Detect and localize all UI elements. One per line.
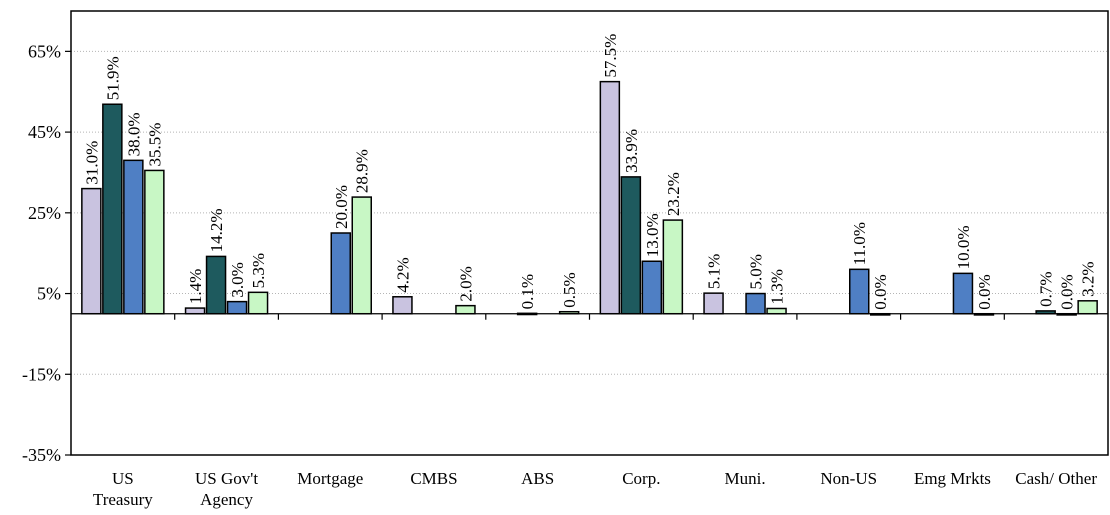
data-label: 4.2% xyxy=(393,257,412,292)
y-tick-label: 65% xyxy=(28,41,61,61)
y-tick-label: 5% xyxy=(37,284,61,304)
data-label: 35.5% xyxy=(145,123,164,167)
bar xyxy=(351,196,372,315)
y-axis: -35% -15% 5% 25% 45% 65% xyxy=(22,41,71,465)
bar xyxy=(599,80,621,315)
x-category-label: Emg Mrkts xyxy=(914,469,991,488)
bar xyxy=(184,307,206,315)
bars xyxy=(81,80,1098,316)
y-tick-label: 45% xyxy=(28,122,61,142)
data-label: 57.5% xyxy=(601,34,620,78)
bar xyxy=(226,300,248,315)
x-category-label: Cash/ Other xyxy=(1015,469,1097,488)
bar xyxy=(662,219,684,315)
plot-frame xyxy=(70,10,1109,456)
x-axis-ticks xyxy=(174,313,1005,320)
x-category-label: Mortgage xyxy=(297,469,363,488)
bar xyxy=(849,268,870,315)
x-category-label: CMBS xyxy=(410,469,457,488)
data-label: 13.0% xyxy=(643,213,662,257)
bar xyxy=(703,292,724,315)
data-label: 23.2% xyxy=(664,172,683,216)
data-label: 28.9% xyxy=(353,149,372,193)
data-label: 2.0% xyxy=(456,266,475,301)
data-label: 0.0% xyxy=(1058,274,1077,309)
bar xyxy=(620,176,642,315)
x-axis-categories: US Treasury US Gov't Agency Mortgage CMBS ABS C… xyxy=(93,469,1097,509)
data-label: 11.0% xyxy=(850,222,869,265)
data-label: 31.0% xyxy=(82,141,101,185)
x-category-label: Non-US xyxy=(820,469,877,488)
bar xyxy=(144,169,165,315)
bar xyxy=(330,232,351,315)
data-label: 10.0% xyxy=(954,225,973,269)
data-label: 51.9% xyxy=(103,56,122,100)
x-category-label: ABS xyxy=(521,469,554,488)
data-label: 33.9% xyxy=(622,129,641,173)
data-label: 38.0% xyxy=(124,112,143,156)
data-label: 0.1% xyxy=(518,274,537,309)
bar xyxy=(745,292,766,315)
data-label: 5.3% xyxy=(249,253,268,288)
bar xyxy=(392,296,413,315)
data-label: 0.0% xyxy=(871,274,890,309)
data-label: 0.0% xyxy=(975,274,994,309)
data-labels: 31.0% 1.4% 4.2% 57.5% 5.1% 51.9% 14.2% 0.1% 33.9… xyxy=(82,34,1097,310)
data-label: 1.3% xyxy=(768,269,787,304)
bar xyxy=(81,187,102,315)
data-label: 14.2% xyxy=(207,208,226,252)
x-category-label: Corp. xyxy=(622,469,660,488)
x-category-label: US Gov't Agency xyxy=(195,469,258,509)
x-category-label: US Treasury xyxy=(93,469,153,509)
data-label: 1.4% xyxy=(186,269,205,304)
bar xyxy=(455,304,476,315)
bar xyxy=(641,260,663,315)
x-category-label: Muni. xyxy=(725,469,766,488)
data-label: 0.5% xyxy=(560,272,579,307)
bar xyxy=(247,291,269,315)
y-tick-label: -15% xyxy=(22,364,61,384)
bar xyxy=(952,272,974,315)
data-label: 3.2% xyxy=(1079,261,1098,296)
bar xyxy=(1077,300,1098,315)
bar xyxy=(205,255,227,315)
bar xyxy=(123,159,144,315)
y-tick-label: 25% xyxy=(28,203,61,223)
data-label: 0.7% xyxy=(1037,271,1056,306)
data-label: 20.0% xyxy=(332,185,351,229)
data-label: 5.0% xyxy=(747,254,766,289)
bar xyxy=(766,307,787,315)
bar xyxy=(102,103,123,315)
data-label: 5.1% xyxy=(705,254,724,289)
data-label: 3.0% xyxy=(228,262,247,297)
gridlines xyxy=(71,50,1108,375)
y-tick-label: -35% xyxy=(22,445,61,465)
